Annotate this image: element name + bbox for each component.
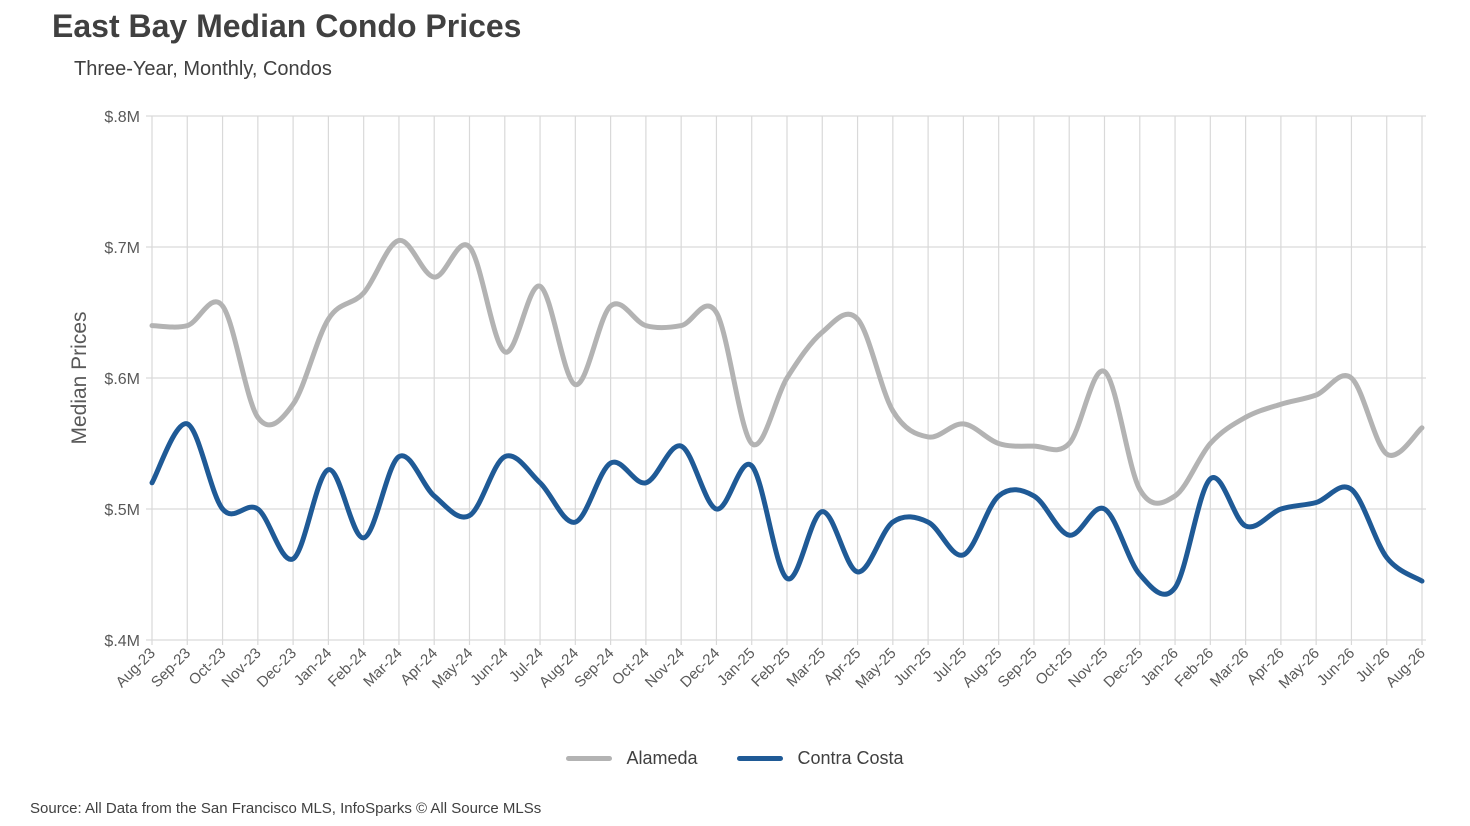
x-gridlines — [151, 116, 1423, 645]
x-tick-label: Feb-24 — [325, 645, 371, 691]
x-tick-label: Feb-26 — [1172, 645, 1218, 691]
x-tick-label: Mar-25 — [783, 645, 829, 691]
x-tick-label: Sep-23 — [148, 645, 194, 691]
x-tick-label: Mar-26 — [1207, 645, 1253, 691]
x-axis-ticks: Aug-23Sep-23Oct-23Nov-23Dec-23Jan-24Feb-… — [113, 645, 1429, 692]
y-gridlines — [146, 115, 1426, 641]
legend-label-contra-costa: Contra Costa — [797, 748, 904, 768]
legend-label-alameda: Alameda — [626, 748, 698, 768]
y-axis-label: Median Prices — [68, 311, 91, 444]
y-tick-label: $.4M — [104, 633, 140, 650]
y-tick-label: $.8M — [104, 109, 140, 126]
legend: Alameda Contra Costa — [0, 748, 1470, 769]
y-tick-label: $.6M — [104, 371, 140, 388]
x-tick-label: Dec-25 — [1100, 645, 1146, 691]
x-tick-label: Sep-24 — [571, 645, 617, 691]
x-tick-label: Mar-24 — [360, 645, 406, 691]
x-tick-label: Dec-23 — [254, 645, 300, 691]
x-tick-label: Sep-25 — [995, 645, 1041, 691]
legend-item-alameda[interactable]: Alameda — [566, 748, 697, 769]
y-tick-label: $.7M — [104, 240, 140, 257]
x-tick-label: Jun-24 — [467, 645, 511, 689]
y-axis-ticks: $.4M $.5M $.6M $.7M $.8M — [104, 109, 140, 650]
series-line-alameda[interactable] — [149, 238, 1425, 506]
legend-swatch-contra-costa — [737, 756, 784, 761]
line-chart: $.4M $.5M $.6M $.7M $.8M Aug-23Sep-23Oct-23N… — [68, 109, 1429, 692]
x-tick-label: Jun-26 — [1314, 645, 1358, 689]
y-tick-label: $.5M — [104, 502, 140, 519]
series-layer — [149, 238, 1425, 597]
x-tick-label: Dec-24 — [677, 645, 723, 691]
chart-subtitle: Three-Year, Monthly, Condos — [74, 58, 332, 80]
legend-swatch-alameda — [566, 756, 613, 761]
x-tick-label: Feb-25 — [748, 645, 794, 691]
series-line-contra-costa[interactable] — [149, 421, 1425, 597]
x-tick-label: Jun-25 — [890, 645, 934, 689]
x-tick-label: Aug-26 — [1383, 645, 1429, 691]
source-note: Source: All Data from the San Francisco … — [30, 800, 542, 817]
chart-title: East Bay Median Condo Prices — [52, 8, 522, 44]
legend-item-contra-costa[interactable]: Contra Costa — [737, 748, 904, 769]
